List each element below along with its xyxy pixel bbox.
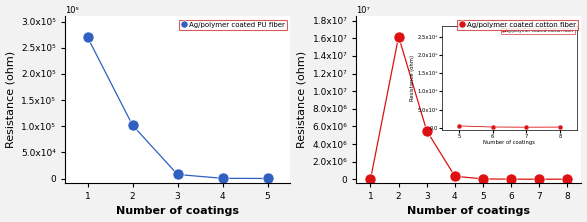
- Ag/polymer coated cotton fiber: [536, 178, 543, 180]
- Legend: Ag/polymer coated PU fiber: Ag/polymer coated PU fiber: [179, 20, 286, 30]
- Ag/polymer coated PU fiber: [174, 173, 181, 176]
- Text: 10⁵: 10⁵: [65, 6, 79, 15]
- Y-axis label: Resistance (ohm): Resistance (ohm): [5, 51, 16, 148]
- X-axis label: Number of coatings: Number of coatings: [407, 206, 531, 216]
- Ag/polymer coated PU fiber: [84, 36, 91, 39]
- Line: Ag/polymer coated cotton fiber: Ag/polymer coated cotton fiber: [365, 31, 573, 185]
- Ag/polymer coated cotton fiber: [451, 175, 458, 178]
- Ag/polymer coated PU fiber: [264, 177, 271, 180]
- Ag/polymer coated PU fiber: [219, 177, 226, 180]
- Y-axis label: Resistance (ohm): Resistance (ohm): [297, 51, 307, 148]
- Ag/polymer coated PU fiber: [129, 124, 136, 127]
- X-axis label: Number of coatings: Number of coatings: [116, 206, 239, 216]
- Ag/polymer coated cotton fiber: [564, 178, 571, 180]
- Ag/polymer coated cotton fiber: [395, 35, 402, 38]
- Legend: Ag/polymer coated cotton fiber: Ag/polymer coated cotton fiber: [457, 20, 578, 30]
- Ag/polymer coated cotton fiber: [508, 178, 515, 180]
- Ag/polymer coated cotton fiber: [423, 129, 430, 132]
- Text: 10⁷: 10⁷: [356, 6, 370, 15]
- Line: Ag/polymer coated PU fiber: Ag/polymer coated PU fiber: [82, 32, 273, 184]
- Ag/polymer coated cotton fiber: [367, 178, 374, 181]
- Ag/polymer coated cotton fiber: [480, 178, 487, 180]
